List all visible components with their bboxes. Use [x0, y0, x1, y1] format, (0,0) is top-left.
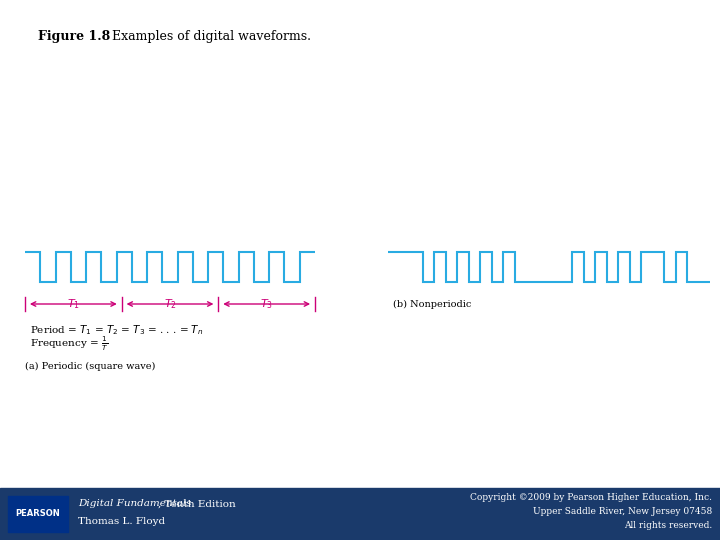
Text: Frequency = $\frac{1}{T}$: Frequency = $\frac{1}{T}$ — [30, 335, 108, 353]
Text: Thomas L. Floyd: Thomas L. Floyd — [78, 517, 165, 526]
Text: $T_1$: $T_1$ — [67, 297, 80, 311]
Text: Copyright ©2009 by Pearson Higher Education, Inc.: Copyright ©2009 by Pearson Higher Educat… — [470, 494, 712, 503]
Text: , Tenth Edition: , Tenth Edition — [158, 500, 235, 509]
Bar — [0, 488, 720, 540]
Text: (b) Nonperiodic: (b) Nonperiodic — [393, 300, 472, 309]
Text: $T_3$: $T_3$ — [260, 297, 273, 311]
Text: Examples of digital waveforms.: Examples of digital waveforms. — [100, 30, 311, 43]
Text: Period = $T_1$ = $T_2$ = $T_3$ = . . . = $T_n$: Period = $T_1$ = $T_2$ = $T_3$ = . . . =… — [30, 323, 204, 337]
Text: (a) Periodic (square wave): (a) Periodic (square wave) — [25, 362, 156, 371]
Text: All rights reserved.: All rights reserved. — [624, 522, 712, 530]
Text: $T_2$: $T_2$ — [163, 297, 176, 311]
Bar — [8, 496, 68, 532]
Text: Upper Saddle River, New Jersey 07458: Upper Saddle River, New Jersey 07458 — [533, 508, 712, 516]
Text: Figure 1.8: Figure 1.8 — [38, 30, 110, 43]
Text: Digital Fundamentals: Digital Fundamentals — [78, 500, 192, 509]
Text: PEARSON: PEARSON — [16, 510, 60, 518]
